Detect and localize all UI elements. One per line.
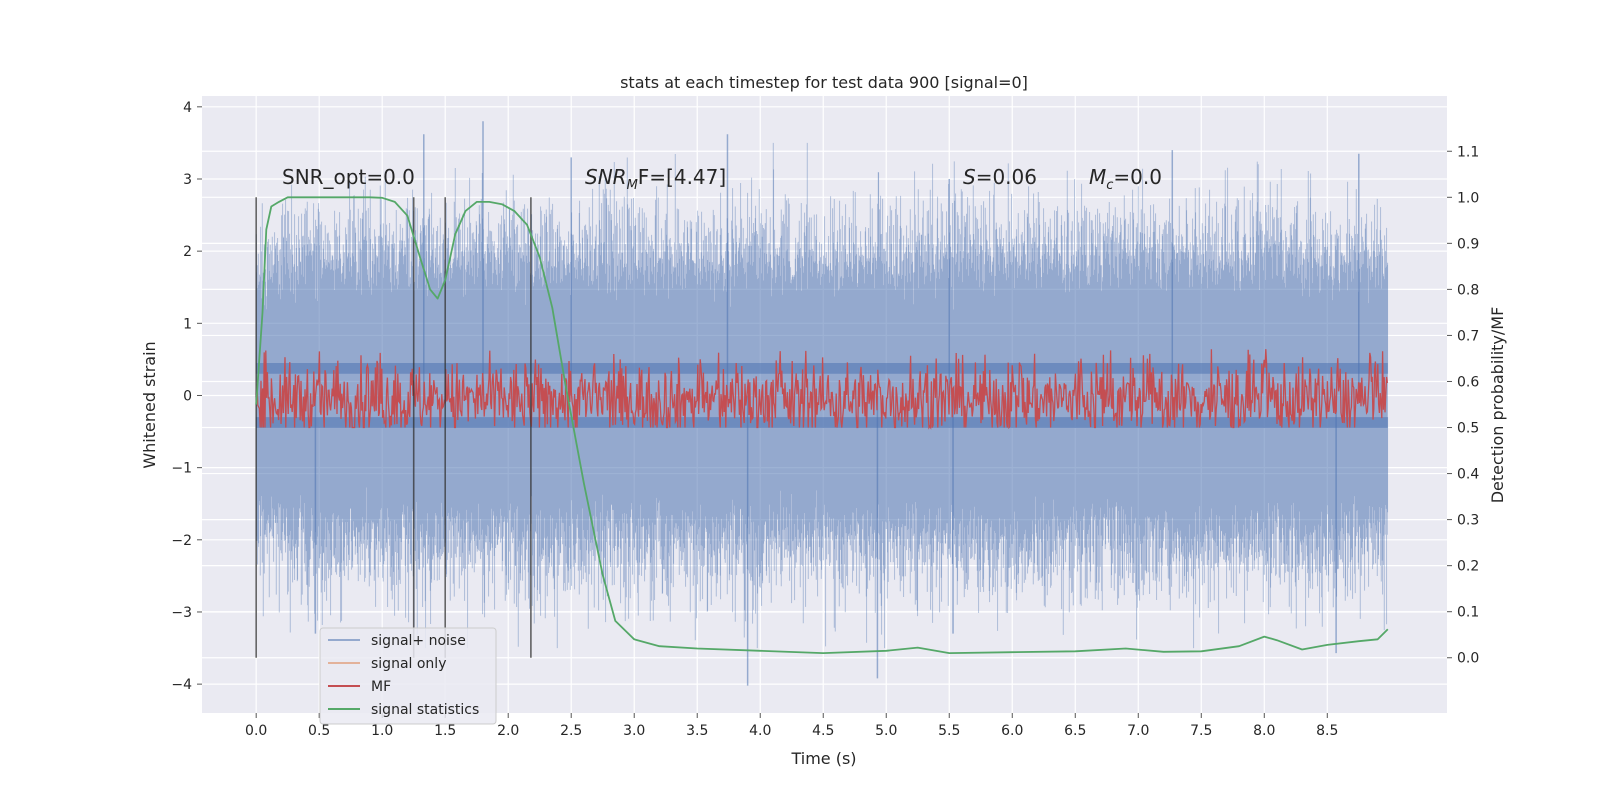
y2-tick-label: 0.5 bbox=[1457, 421, 1479, 437]
annotation-mc-sub: c bbox=[1106, 178, 1113, 193]
y2-axis-label: Detection probability/MF bbox=[1488, 307, 1507, 504]
x-tick-label: 7.5 bbox=[1190, 723, 1212, 739]
x-tick-label: 6.0 bbox=[1001, 723, 1023, 739]
y2-tick-label: 0.3 bbox=[1457, 513, 1479, 529]
x-tick-label: 8.5 bbox=[1316, 723, 1338, 739]
signal-statistics-series bbox=[255, 196, 1389, 654]
legend-label-signal-only: signal only bbox=[371, 656, 446, 672]
x-tick-label: 2.5 bbox=[560, 723, 582, 739]
signal-statistics-line bbox=[255, 196, 1389, 654]
x-tick-label: 5.5 bbox=[938, 723, 960, 739]
y-tick-label: 2 bbox=[183, 244, 192, 260]
legend-label-signal-statistics: signal statistics bbox=[371, 702, 479, 718]
legend-label-signal-noise: signal+ noise bbox=[371, 633, 466, 649]
y2-tick-label: 0.7 bbox=[1457, 328, 1479, 344]
x-tick-label: 2.0 bbox=[497, 723, 519, 739]
legend-label-mf: MF bbox=[371, 679, 391, 695]
annotation-snr-opt: SNR_opt=0.0 bbox=[282, 165, 415, 189]
y-axis-label: Whitened strain bbox=[140, 341, 159, 468]
y2-tick-label: 0.2 bbox=[1457, 559, 1479, 575]
annotation-s: S=0.06 bbox=[963, 165, 1037, 189]
tick-labels: 0.0 0.5 1.0 1.5 2.0 2.5 3.0 3.5 4.0 4.5 5.0 5.5 6.0 6… bbox=[171, 100, 1479, 739]
y2-tick-label: 1.0 bbox=[1457, 190, 1479, 206]
annotation-mc-rest: =0.0 bbox=[1113, 165, 1162, 189]
annotation-snr-mf-rest: F=[4.47] bbox=[638, 165, 726, 189]
x-tick-label: 7.0 bbox=[1127, 723, 1149, 739]
y2-tick-label: 0.0 bbox=[1457, 651, 1479, 667]
y2-tick-label: 0.8 bbox=[1457, 282, 1479, 298]
x-tick-label: 3.5 bbox=[686, 723, 708, 739]
y2-tick-label: 1.1 bbox=[1457, 144, 1479, 160]
annotation-s-rest: =0.06 bbox=[976, 165, 1037, 189]
x-tick-label: 8.0 bbox=[1253, 723, 1275, 739]
chart-title: stats at each timestep for test data 900… bbox=[620, 73, 1028, 92]
y-tick-label: 1 bbox=[183, 316, 192, 332]
y-tick-label: −2 bbox=[171, 533, 192, 549]
y2-tick-label: 0.4 bbox=[1457, 467, 1479, 483]
y2-tick-label: 0.6 bbox=[1457, 374, 1479, 390]
x-tick-label: 3.0 bbox=[623, 723, 645, 739]
x-tick-label: 1.0 bbox=[371, 723, 393, 739]
x-tick-label: 0.0 bbox=[245, 723, 267, 739]
annotation-mc: Mc=0.0 bbox=[1089, 165, 1162, 193]
y2-tick-label: 0.9 bbox=[1457, 236, 1479, 252]
annotation-s-var: S bbox=[963, 165, 976, 189]
annotation-snr-mf-sub: M bbox=[627, 178, 638, 193]
x-tick-label: 4.0 bbox=[749, 723, 771, 739]
y-tick-label: 0 bbox=[183, 388, 192, 404]
legend: signal+ noise signal only MF signal stat… bbox=[319, 627, 497, 725]
y-tick-label: 4 bbox=[183, 100, 192, 116]
y-tick-label: 3 bbox=[183, 172, 192, 188]
x-tick-label: 4.5 bbox=[812, 723, 834, 739]
vertical-markers bbox=[255, 197, 532, 658]
x-tick-label: 0.5 bbox=[308, 723, 330, 739]
x-tick-label: 1.5 bbox=[434, 723, 456, 739]
y2-tick-label: 0.1 bbox=[1457, 605, 1479, 621]
annotation-snr-mf: SNRMF=[4.47] bbox=[585, 165, 726, 193]
y-tick-label: −1 bbox=[171, 461, 192, 477]
x-tick-label: 6.5 bbox=[1064, 723, 1086, 739]
y-tick-label: −4 bbox=[171, 677, 192, 693]
x-axis-label: Time (s) bbox=[790, 749, 856, 768]
annotation-mc-var: M bbox=[1089, 165, 1106, 189]
legend-box bbox=[319, 627, 497, 725]
annotation-snr-mf-base: SNR bbox=[585, 165, 627, 189]
y-tick-label: −3 bbox=[171, 605, 192, 621]
x-tick-label: 5.0 bbox=[875, 723, 897, 739]
